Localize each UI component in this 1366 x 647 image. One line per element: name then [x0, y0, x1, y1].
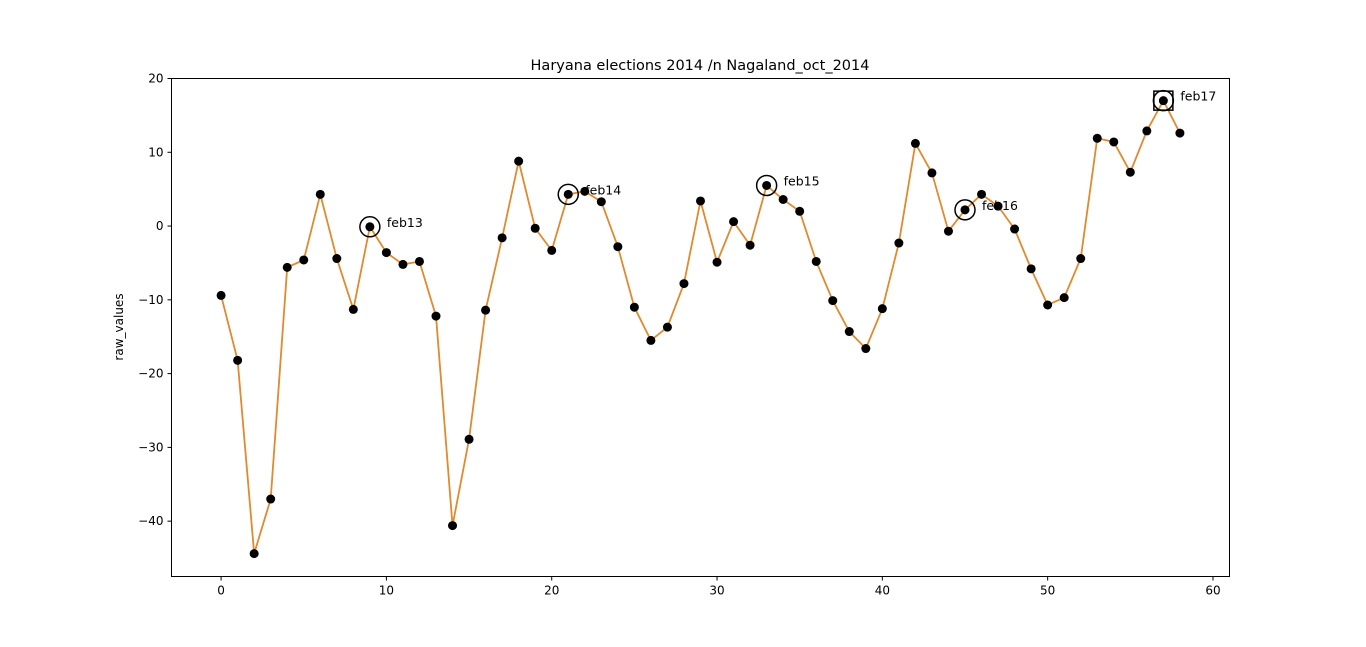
y-axis-label: raw_values	[112, 293, 126, 360]
data-point	[613, 242, 623, 252]
data-point	[348, 304, 358, 314]
data-point	[629, 302, 639, 312]
data-point	[778, 194, 788, 204]
annotation-circle-marker	[755, 174, 778, 197]
data-point	[729, 217, 739, 227]
data-point	[299, 255, 309, 265]
plot-frame	[171, 78, 1230, 577]
data-point	[216, 290, 226, 300]
data-point	[1125, 167, 1135, 177]
data-point	[811, 256, 821, 266]
data-point	[481, 305, 491, 315]
data-point	[910, 138, 920, 148]
data-point	[762, 180, 772, 190]
data-point	[679, 279, 689, 289]
annotation-circle-marker	[954, 199, 976, 221]
data-point	[745, 240, 755, 250]
data-point	[448, 521, 458, 531]
data-point	[861, 344, 871, 354]
data-point	[712, 257, 722, 267]
data-point	[431, 311, 441, 321]
data-point	[233, 355, 243, 365]
x-tick-label: 10	[379, 584, 394, 598]
data-point	[497, 233, 507, 243]
x-tick-label: 0	[217, 584, 225, 598]
y-tick-label: −10	[138, 293, 163, 307]
data-point	[828, 296, 838, 306]
data-point	[844, 327, 854, 337]
y-tick-label: −40	[138, 514, 163, 528]
data-point	[266, 494, 276, 504]
data-point	[381, 248, 391, 258]
data-point	[596, 197, 606, 207]
data-point	[530, 223, 540, 233]
data-point	[1076, 254, 1086, 264]
data-point	[1158, 96, 1168, 106]
data-point	[365, 222, 375, 232]
x-tick-label: 20	[544, 584, 559, 598]
annotation-label: feb14	[585, 182, 621, 197]
data-point	[1010, 224, 1020, 234]
x-tick-label: 30	[709, 584, 724, 598]
data-point	[1043, 300, 1053, 310]
data-point	[993, 201, 1003, 211]
y-tick-label: −20	[138, 367, 163, 381]
data-point	[315, 189, 325, 199]
data-point	[398, 259, 408, 269]
data-point	[1109, 137, 1119, 147]
chart-title: Haryana elections 2014 /n Nagaland_oct_2…	[531, 58, 870, 74]
data-point	[1092, 133, 1102, 143]
data-point	[646, 335, 656, 345]
annotation-label: feb16	[982, 198, 1018, 213]
data-point	[547, 245, 557, 255]
data-point	[1175, 128, 1185, 138]
data-point	[927, 168, 937, 178]
y-tick-label: 20	[148, 72, 163, 86]
series-line	[220, 98, 1181, 554]
annotation-label: feb17	[1180, 89, 1216, 104]
data-point	[877, 304, 887, 314]
annotation-circle-marker	[1152, 89, 1175, 112]
data-point	[943, 226, 953, 236]
annotation-label: feb13	[387, 215, 423, 230]
y-tick-label: −30	[138, 440, 163, 454]
data-point	[414, 256, 424, 266]
data-point	[1026, 264, 1036, 274]
data-point	[894, 238, 904, 248]
data-point	[282, 262, 292, 272]
data-point	[795, 206, 805, 216]
data-point	[563, 189, 573, 199]
data-point	[514, 156, 524, 166]
data-point	[332, 254, 342, 264]
data-point	[1059, 293, 1069, 303]
data-point	[960, 205, 970, 215]
y-tick-label: 10	[148, 145, 163, 159]
data-point	[977, 189, 987, 199]
data-point	[662, 322, 672, 332]
y-tick-label: 0	[156, 219, 164, 233]
x-tick-label: 40	[875, 584, 890, 598]
x-tick-label: 60	[1205, 584, 1220, 598]
data-point	[1142, 126, 1152, 136]
data-point	[580, 186, 590, 196]
data-point	[464, 434, 474, 444]
x-tick-label: 50	[1040, 584, 1055, 598]
annotation-label: feb15	[784, 173, 820, 188]
annotation-circle-marker	[557, 183, 579, 206]
data-point	[249, 549, 259, 559]
data-point	[696, 196, 705, 206]
annotation-circle-marker	[359, 216, 381, 238]
